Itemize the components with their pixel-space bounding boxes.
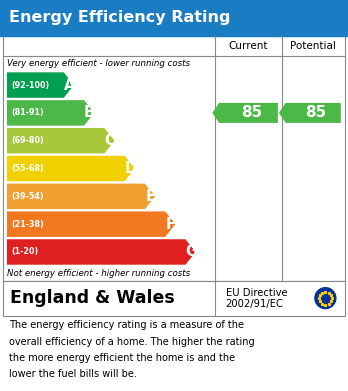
Text: Energy Efficiency Rating: Energy Efficiency Rating (9, 11, 230, 25)
Text: (39-54): (39-54) (11, 192, 44, 201)
Text: D: D (124, 161, 136, 176)
Text: Not energy efficient - higher running costs: Not energy efficient - higher running co… (7, 269, 190, 278)
Text: 85: 85 (305, 106, 326, 120)
Text: (92-100): (92-100) (11, 81, 49, 90)
Text: Current: Current (229, 41, 268, 51)
Text: lower the fuel bills will be.: lower the fuel bills will be. (9, 369, 136, 380)
Text: (55-68): (55-68) (11, 164, 44, 173)
Text: overall efficiency of a home. The higher the rating: overall efficiency of a home. The higher… (9, 337, 254, 347)
Polygon shape (279, 103, 341, 123)
Polygon shape (7, 156, 135, 181)
Text: Very energy efficient - lower running costs: Very energy efficient - lower running co… (7, 59, 190, 68)
Bar (0, 0, 348, 36)
Text: The energy efficiency rating is a measure of the: The energy efficiency rating is a measur… (9, 320, 244, 330)
Text: (1-20): (1-20) (11, 248, 38, 256)
Polygon shape (7, 212, 175, 237)
Ellipse shape (315, 288, 336, 308)
Text: the more energy efficient the home is and the: the more energy efficient the home is an… (9, 353, 235, 363)
Text: (21-38): (21-38) (11, 220, 44, 229)
Text: (69-80): (69-80) (11, 136, 44, 145)
Bar (3, 36, 345, 281)
Bar (3, 281, 345, 316)
Text: 2002/91/EC: 2002/91/EC (226, 299, 283, 308)
Text: EU Directive: EU Directive (226, 288, 287, 298)
Polygon shape (7, 239, 196, 265)
Polygon shape (212, 103, 278, 123)
Text: 85: 85 (241, 106, 262, 120)
Text: A: A (64, 77, 75, 93)
Polygon shape (7, 128, 114, 153)
Text: B: B (84, 106, 95, 120)
Text: (81-91): (81-91) (11, 108, 44, 117)
Text: E: E (145, 189, 156, 204)
Text: England & Wales: England & Wales (10, 289, 175, 307)
Polygon shape (7, 100, 94, 126)
Text: G: G (185, 244, 197, 260)
Polygon shape (7, 184, 155, 209)
Text: C: C (105, 133, 115, 148)
Text: Potential: Potential (290, 41, 336, 51)
Polygon shape (7, 72, 74, 98)
Text: F: F (166, 217, 176, 231)
